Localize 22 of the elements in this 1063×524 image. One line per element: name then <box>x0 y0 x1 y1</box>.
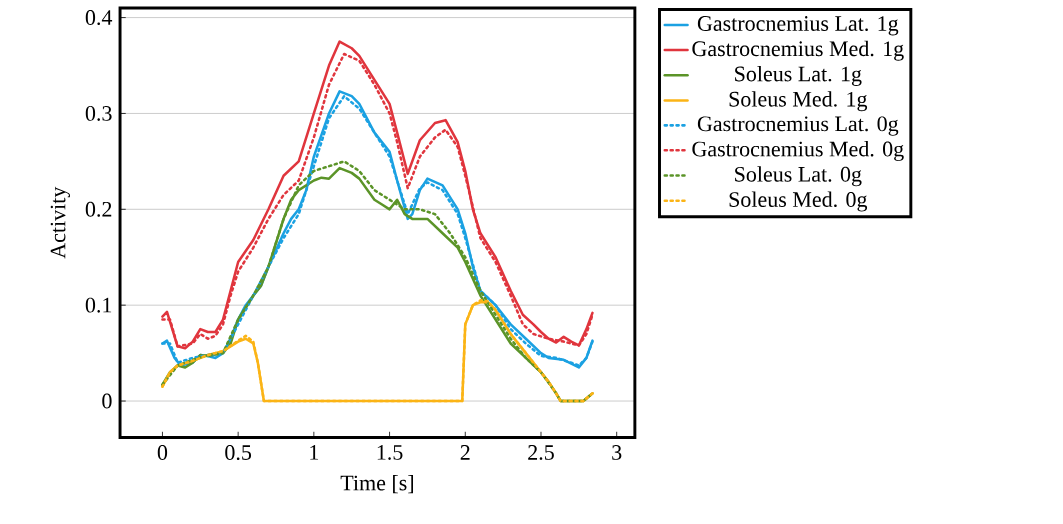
x-tick-label: 1 <box>310 445 319 460</box>
y-tick-label: 0.1 <box>85 297 112 313</box>
legend-label: Soleus Med. 1g <box>729 91 868 112</box>
y-tick-label: 0.3 <box>85 105 112 121</box>
legend-label: Soleus Med. 0g <box>729 191 868 212</box>
y-tick-label: 0.4 <box>85 10 113 25</box>
legend-label: Gastrocnemius Lat. 0g <box>697 116 899 136</box>
x-tick-label: 2 <box>460 444 470 460</box>
x-tick-label: 2.5 <box>528 444 554 460</box>
legend-label: Soleus Lat. 1g <box>735 65 862 86</box>
x-tick-label: 3 <box>612 444 622 460</box>
legend-label: Gastrocnemius Med. 1g <box>692 40 904 61</box>
legend-label: Soleus Lat. 0g <box>735 166 862 187</box>
legend-label: Gastrocnemius Lat. 1g <box>697 16 899 36</box>
x-tick-label: 0 <box>157 444 168 460</box>
x-tick-label: 0.5 <box>225 444 252 460</box>
y-tick-label: 0 <box>102 393 112 409</box>
x-axis-title: Time [s] <box>340 474 413 494</box>
legend-label: Gastrocnemius Med. 0g <box>692 140 904 161</box>
x-tick-label: 1.5 <box>377 445 403 460</box>
y-axis-title: Activity <box>50 186 70 259</box>
y-tick-label: 0.2 <box>85 201 112 217</box>
